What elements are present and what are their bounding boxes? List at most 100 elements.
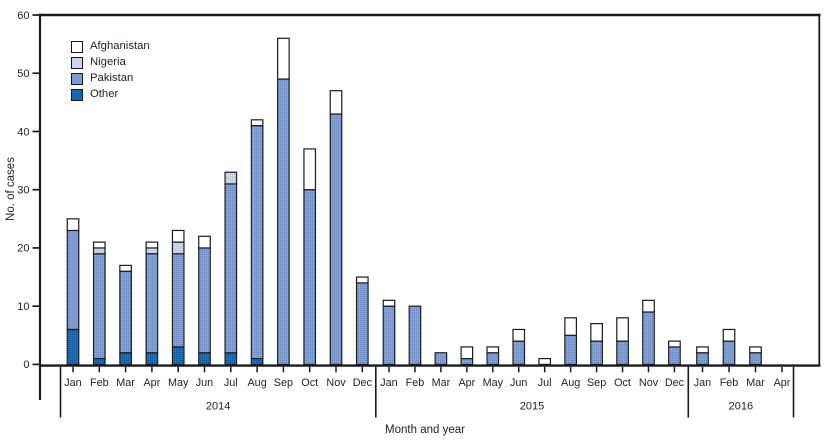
month-label-2015-Nov: Nov [639, 377, 659, 389]
bar-segment-2016-Jan-afghanistan [696, 346, 709, 354]
bar-segment-2015-Apr-afghanistan [460, 346, 474, 360]
bar-texture [513, 341, 525, 365]
month-label-2016-Feb: Feb [720, 377, 739, 389]
bar-texture [67, 230, 79, 330]
bar-texture [119, 271, 132, 353]
bar-texture [225, 352, 237, 365]
bar-segment-2014-Dec-afghanistan [355, 276, 369, 284]
month-label-2015-Jan: Jan [380, 377, 397, 389]
month-label-2015-Jul: Jul [538, 377, 552, 389]
legend-label-other: Other [90, 88, 119, 100]
legend: Afghanistan Nigeria Pakistan Other [71, 40, 150, 104]
bar-segment-2015-Oct-afghanistan [616, 317, 629, 342]
year-label-2016: 2016 [729, 401, 753, 413]
bar-texture [461, 358, 473, 365]
bar-segment-2014-May-afghanistan [171, 229, 185, 243]
bar-segment-2014-Aug-afghanistan [250, 119, 264, 127]
bar-segment-2016-Mar-afghanistan [749, 346, 762, 354]
month-label-2014-Jan: Jan [64, 377, 81, 389]
bar-texture [590, 341, 603, 365]
bar-texture [172, 242, 184, 254]
month-label-2015-Feb: Feb [406, 377, 425, 389]
month-label-2014-Jul: Jul [224, 377, 238, 389]
month-label-2014-Mar: Mar [116, 377, 135, 389]
bar-segment-2015-Jun-afghanistan [512, 328, 526, 342]
y-tick-label-20: 20 [17, 243, 29, 255]
bar-texture [198, 247, 211, 353]
bar-texture [93, 358, 106, 365]
y-axis-title: No. of cases [5, 157, 17, 221]
bar-texture [642, 311, 655, 365]
bar-texture [749, 352, 762, 365]
bar-texture [172, 253, 184, 347]
legend-item-afghanistan: Afghanistan [71, 40, 150, 53]
bar-texture [330, 113, 342, 365]
month-label-2015-Sep: Sep [587, 377, 606, 389]
month-label-2014-Sep: Sep [274, 377, 293, 389]
y-tick-label-50: 50 [17, 68, 29, 80]
bar-segment-2014-Nov-afghanistan [329, 90, 343, 115]
bar-segment-2014-Jan-afghanistan [66, 218, 80, 232]
bar-segment-2014-Jun-afghanistan [198, 235, 211, 249]
bar-texture [277, 79, 290, 365]
month-label-2015-Dec: Dec [665, 377, 685, 389]
bar-texture [146, 247, 158, 254]
month-label-2015-May: May [483, 377, 504, 389]
bar-texture [616, 341, 629, 365]
y-tick-label-10: 10 [17, 301, 29, 313]
bar-texture [146, 253, 158, 353]
bar-texture [723, 341, 735, 365]
legend-label-pakistan: Pakistan [90, 72, 134, 84]
month-label-2014-Apr: Apr [143, 377, 160, 389]
year-label-2014: 2014 [206, 401, 230, 413]
month-label-2016-Mar: Mar [746, 377, 765, 389]
bar-texture [225, 172, 237, 184]
month-label-2014-Feb: Feb [90, 377, 109, 389]
legend-item-other: Other [71, 88, 150, 101]
month-label-2015-Oct: Oct [614, 377, 631, 389]
month-label-2016-Jan: Jan [694, 377, 711, 389]
bar-segment-2014-Apr-afghanistan [145, 241, 159, 249]
month-label-2014-Aug: Aug [247, 377, 266, 389]
bar-segment-2015-Jul-afghanistan [538, 357, 552, 365]
legend-swatch-nigeria [71, 56, 83, 69]
bar-texture [93, 253, 106, 359]
legend-swatch-pakistan [71, 72, 83, 85]
bar-texture [93, 247, 106, 254]
bar-texture [251, 358, 263, 365]
bar-texture [146, 352, 158, 365]
bar-texture [172, 346, 184, 365]
month-label-2014-Dec: Dec [353, 377, 373, 389]
legend-item-nigeria: Nigeria [71, 56, 150, 69]
y-tick-label-40: 40 [17, 126, 29, 138]
bar-segment-2015-Sep-afghanistan [590, 323, 603, 342]
bar-texture [303, 189, 316, 365]
bar-texture [356, 282, 369, 365]
month-label-2015-Apr: Apr [458, 377, 475, 389]
month-label-2014-Jun: Jun [196, 377, 213, 389]
bar-segment-2016-Feb-afghanistan [722, 328, 736, 342]
y-tick-label-60: 60 [17, 10, 29, 22]
month-label-2015-Aug: Aug [561, 377, 580, 389]
legend-swatch-afghanistan [71, 40, 83, 53]
month-label-2015-Mar: Mar [432, 377, 451, 389]
bar-texture [435, 352, 447, 365]
month-label-2014-Oct: Oct [301, 377, 318, 389]
bar-segment-2015-May-afghanistan [486, 346, 500, 354]
bar-texture [67, 329, 79, 365]
legend-swatch-other [71, 88, 83, 101]
bar-segment-2014-Sep-afghanistan [277, 37, 290, 80]
bar-texture [564, 335, 577, 365]
bar-texture [383, 306, 395, 365]
x-axis-title: Month and year [385, 424, 465, 436]
year-label-2015: 2015 [520, 401, 544, 413]
bar-segment-2015-Nov-afghanistan [642, 299, 655, 313]
bar-texture [225, 183, 237, 353]
bar-segment-2014-Oct-afghanistan [303, 148, 317, 191]
y-tick-label-0: 0 [23, 359, 29, 371]
bar-segment-2015-Jan-afghanistan [382, 299, 396, 307]
bar-texture [251, 125, 263, 359]
month-label-2014-Nov: Nov [326, 377, 346, 389]
bar-texture [696, 352, 709, 365]
bar-segment-2014-Feb-afghanistan [92, 241, 106, 249]
